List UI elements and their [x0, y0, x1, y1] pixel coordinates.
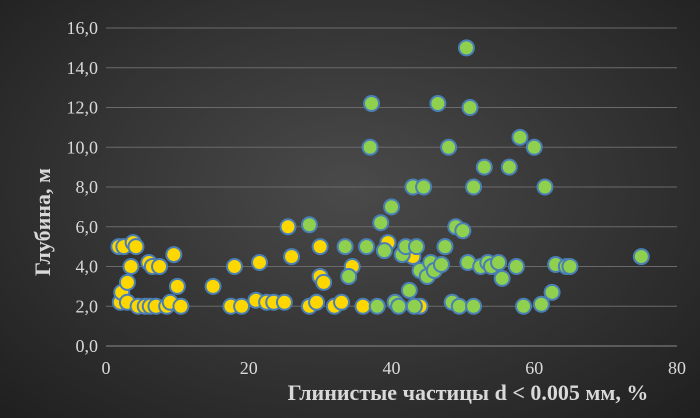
y-tick-label: 14,0: [67, 58, 99, 78]
data-point: [490, 254, 508, 272]
data-point: [372, 214, 390, 232]
x-tick-label: 20: [240, 358, 258, 378]
data-point: [358, 238, 376, 256]
data-point: [507, 258, 525, 275]
data-point: [315, 273, 333, 291]
data-point: [632, 248, 650, 266]
data-point: [432, 256, 450, 274]
y-tick-label: 4,0: [76, 257, 99, 277]
data-point: [407, 238, 425, 256]
y-tick-label: 12,0: [67, 98, 99, 118]
data-point: [250, 254, 268, 272]
y-tick-label: 16,0: [67, 18, 99, 38]
data-point: [354, 297, 372, 315]
data-point: [340, 267, 358, 285]
data-point: [283, 248, 301, 266]
data-point: [525, 138, 543, 156]
data-points: [110, 39, 650, 315]
data-point: [361, 138, 379, 156]
data-point: [405, 297, 423, 315]
y-axis-title: Глубина, м: [30, 168, 55, 276]
data-point: [375, 242, 393, 260]
y-tick-label: 6,0: [76, 217, 99, 237]
data-point: [543, 283, 561, 301]
x-axis-title: Глинистые частицы d < 0.005 мм, %: [288, 380, 649, 405]
tick-labels: 0,0 2,0 4,0 6,0 8,0 10,0 12,0 14,0 16,0 0 20 40 60 80: [67, 18, 687, 378]
data-point: [436, 238, 454, 256]
data-point: [493, 269, 511, 287]
data-point: [465, 297, 483, 315]
data-point: [308, 293, 326, 311]
data-point: [300, 216, 318, 234]
gridlines: [106, 27, 677, 307]
data-point: [233, 297, 251, 315]
data-point: [450, 297, 468, 315]
data-point: [225, 258, 243, 275]
data-point: [461, 99, 479, 116]
data-point: [363, 95, 381, 113]
data-point: [561, 258, 579, 275]
data-point: [172, 297, 190, 315]
data-point: [204, 277, 222, 295]
data-point: [383, 198, 400, 216]
data-point: [440, 138, 458, 156]
data-point: [165, 246, 183, 264]
data-point: [122, 258, 140, 275]
data-point: [511, 128, 529, 146]
data-point: [415, 178, 433, 196]
data-point: [500, 158, 518, 176]
data-point: [333, 293, 351, 311]
x-tick-label: 40: [383, 358, 401, 378]
data-point: [127, 238, 145, 256]
x-tick-label: 60: [525, 358, 543, 378]
data-point: [429, 95, 447, 113]
data-point: [311, 238, 329, 256]
x-tick-label: 0: [102, 358, 111, 378]
data-point: [279, 218, 297, 236]
y-tick-label: 2,0: [76, 296, 99, 316]
data-point: [336, 238, 354, 256]
data-point: [454, 222, 472, 240]
y-tick-label: 8,0: [76, 177, 99, 197]
data-point: [515, 297, 533, 315]
data-point: [118, 273, 136, 291]
data-point: [390, 297, 408, 315]
data-point: [168, 277, 186, 295]
data-point: [532, 295, 550, 313]
y-tick-label: 10,0: [67, 137, 99, 157]
data-point: [151, 258, 169, 275]
y-tick-label: 0,0: [76, 336, 99, 356]
data-point: [457, 39, 475, 57]
x-tick-label: 80: [668, 358, 686, 378]
data-point: [275, 293, 293, 311]
data-point: [368, 297, 386, 315]
data-point: [400, 281, 418, 299]
data-point: [475, 158, 493, 176]
data-point: [465, 178, 483, 196]
data-point: [536, 178, 554, 196]
